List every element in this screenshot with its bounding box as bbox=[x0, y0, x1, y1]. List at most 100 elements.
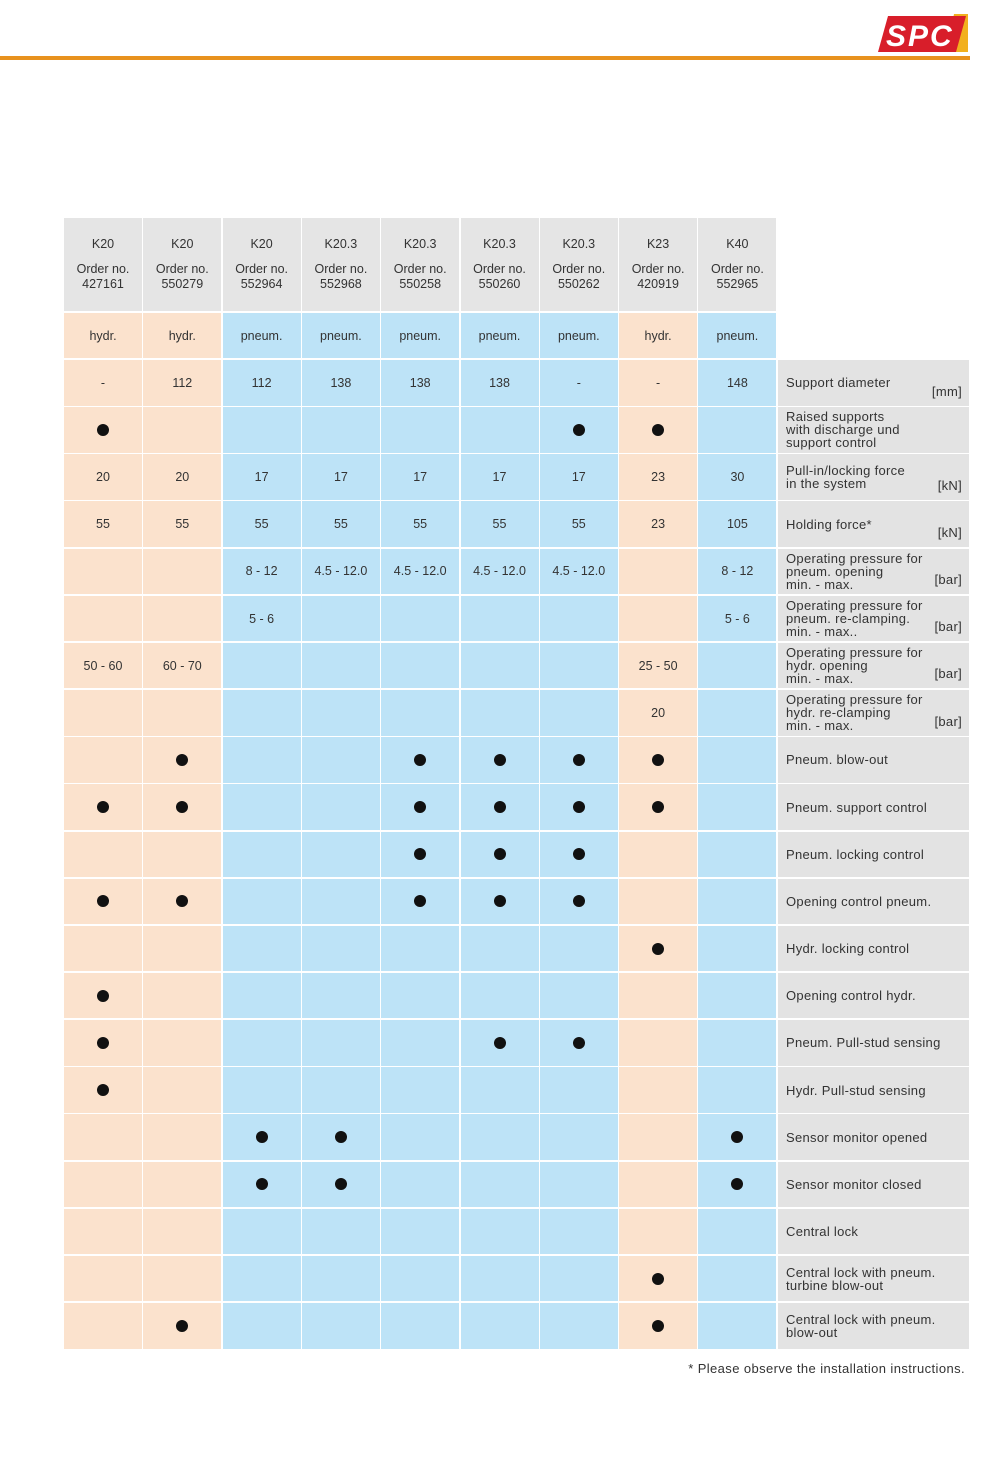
table-cell bbox=[619, 1255, 698, 1302]
feature-dot-icon bbox=[97, 801, 109, 814]
table-cell bbox=[64, 1303, 142, 1349]
table-cell bbox=[143, 548, 222, 595]
table-cell bbox=[301, 925, 380, 972]
table-cell bbox=[381, 595, 460, 642]
table-cell: 55 bbox=[143, 501, 222, 547]
table-cell bbox=[539, 690, 618, 736]
actuation-type: pneum. bbox=[240, 328, 283, 343]
cell-value: 17 bbox=[571, 470, 586, 485]
table-cell bbox=[143, 925, 222, 972]
column-header: K23 Order no. 420919 bbox=[619, 218, 698, 311]
table-cell bbox=[698, 831, 777, 877]
cell-value: 148 bbox=[726, 375, 748, 390]
table-cell bbox=[619, 407, 698, 453]
table-cell bbox=[460, 831, 539, 877]
table-cell bbox=[460, 972, 539, 1019]
cell-value: 55 bbox=[96, 517, 110, 532]
row-label-text: Pneum. blow-out bbox=[786, 752, 889, 768]
header-accent-bar bbox=[0, 56, 970, 60]
table-cell bbox=[619, 1020, 698, 1066]
column-header: K20 Order no. 550279 bbox=[143, 218, 222, 311]
actuation-type-cell: hydr. bbox=[619, 313, 698, 358]
actuation-type: pneum. bbox=[557, 328, 600, 343]
footnote: * Please observe the installation instru… bbox=[688, 1361, 965, 1376]
cell-value: 105 bbox=[726, 517, 748, 532]
actuation-type: pneum. bbox=[478, 328, 521, 343]
row-label: Operating pressure for hydr. re-clamping… bbox=[778, 690, 969, 736]
cell-value: 4.5 - 12.0 bbox=[314, 564, 368, 579]
row-label-text: Opening control hydr. bbox=[786, 988, 916, 1004]
table-cell: 20 bbox=[619, 690, 698, 736]
feature-dot-icon bbox=[652, 1272, 665, 1285]
model-name: K40 bbox=[726, 237, 749, 251]
order-number: 552964 bbox=[240, 277, 283, 291]
order-number: 552965 bbox=[716, 277, 759, 291]
order-label: Order no. bbox=[76, 262, 130, 276]
actuation-type-cell: pneum. bbox=[698, 313, 777, 358]
table-cell bbox=[698, 1161, 777, 1208]
table-cell: 55 bbox=[460, 501, 539, 547]
table-cell: 55 bbox=[301, 501, 380, 547]
table-cell bbox=[64, 407, 142, 453]
table-cell bbox=[222, 1303, 301, 1349]
table-cell bbox=[619, 737, 698, 783]
cell-value: 30 bbox=[730, 470, 745, 485]
table-cell bbox=[539, 642, 618, 689]
table-cell bbox=[143, 1208, 222, 1255]
feature-dot-icon bbox=[493, 1036, 506, 1049]
cell-value: 50 - 60 bbox=[83, 658, 123, 673]
row-unit: [bar] bbox=[934, 666, 962, 682]
cell-value: 25 - 50 bbox=[638, 658, 678, 673]
table-cell bbox=[619, 1303, 698, 1349]
row-label-text: Sensor monitor opened bbox=[786, 1129, 928, 1145]
cell-value: 55 bbox=[492, 517, 507, 532]
table-cell bbox=[539, 925, 618, 972]
table-cell bbox=[64, 1208, 142, 1255]
table-cell bbox=[460, 925, 539, 972]
table-cell bbox=[698, 972, 777, 1019]
table-cell bbox=[222, 1114, 301, 1160]
table-cell: 55 bbox=[539, 501, 618, 547]
table-cell bbox=[698, 1067, 777, 1113]
cell-value: 55 bbox=[254, 517, 269, 532]
row-label-text: Central lock with pneum. blow-out bbox=[786, 1311, 936, 1340]
table-cell: 60 - 70 bbox=[143, 642, 222, 689]
table-cell bbox=[539, 595, 618, 642]
feature-dot-icon bbox=[493, 801, 506, 814]
row-label-text: Pneum. support control bbox=[786, 799, 928, 815]
table-cell bbox=[619, 548, 698, 595]
table-cell bbox=[539, 1303, 618, 1349]
table-cell bbox=[381, 1114, 460, 1160]
table-cell bbox=[698, 407, 777, 453]
table-cell bbox=[381, 784, 460, 830]
table-cell bbox=[64, 784, 142, 830]
cell-value: 23 bbox=[651, 517, 666, 532]
table-cell bbox=[64, 1067, 142, 1113]
actuation-type: hydr. bbox=[89, 328, 117, 343]
row-label-text: Pneum. Pull-stud sensing bbox=[786, 1035, 941, 1051]
column-header: K20 Order no. 427161 bbox=[64, 218, 142, 311]
table-cell bbox=[143, 690, 222, 736]
table-cell: 55 bbox=[64, 501, 142, 547]
row-unit: [kN] bbox=[937, 524, 962, 540]
table-cell bbox=[698, 1303, 777, 1349]
table-cell bbox=[64, 1161, 142, 1208]
table-cell: 138 bbox=[460, 360, 539, 406]
table-cell bbox=[619, 1114, 698, 1160]
cell-value: 55 bbox=[333, 517, 348, 532]
row-label: Sensor monitor closed bbox=[778, 1161, 969, 1208]
actuation-type-cell: pneum. bbox=[381, 313, 460, 358]
table-cell bbox=[539, 1208, 618, 1255]
model-name: K20 bbox=[250, 237, 273, 251]
table-cell bbox=[143, 878, 222, 925]
feature-dot-icon bbox=[97, 895, 109, 908]
order-label: Order no. bbox=[473, 262, 526, 276]
table-cell bbox=[539, 1020, 618, 1066]
table-cell: 4.5 - 12.0 bbox=[460, 548, 539, 595]
table-cell bbox=[619, 925, 698, 972]
cell-value: 55 bbox=[571, 517, 586, 532]
table-cell bbox=[460, 690, 539, 736]
row-label-text: Operating pressure for pneum. opening mi… bbox=[786, 550, 923, 592]
cell-value: - bbox=[100, 375, 106, 390]
row-label-text: Hydr. Pull-stud sensing bbox=[786, 1082, 926, 1098]
